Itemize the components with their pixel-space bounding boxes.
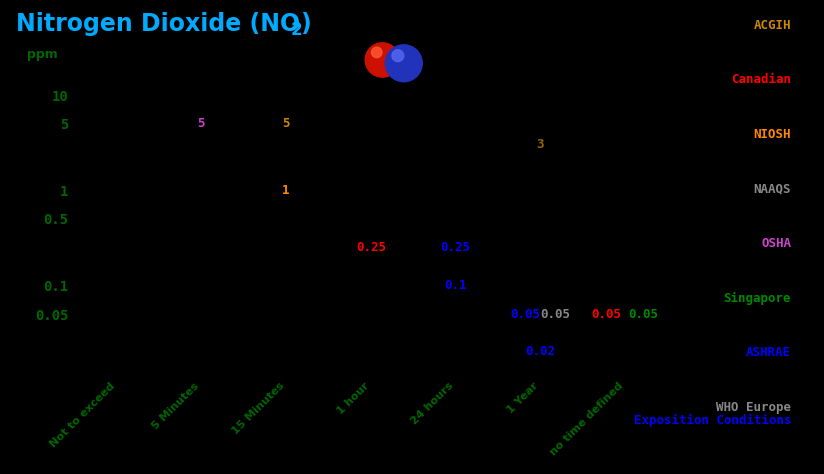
Text: 5: 5 xyxy=(283,118,290,130)
Text: 5 Minutes: 5 Minutes xyxy=(151,381,201,431)
Circle shape xyxy=(365,43,400,77)
Text: NAAQS: NAAQS xyxy=(753,182,791,195)
Text: 0.25: 0.25 xyxy=(356,241,386,254)
Text: ACGIH: ACGIH xyxy=(753,19,791,32)
Text: 1 hour: 1 hour xyxy=(335,381,371,417)
Text: 0.1: 0.1 xyxy=(444,279,467,292)
Circle shape xyxy=(392,50,404,62)
Text: Singapore: Singapore xyxy=(723,292,791,305)
Text: Nitrogen Dioxide (NO: Nitrogen Dioxide (NO xyxy=(16,12,301,36)
Circle shape xyxy=(372,47,382,58)
Text: ppm: ppm xyxy=(26,48,58,61)
Text: 1 Year: 1 Year xyxy=(506,381,541,416)
Text: 0.05: 0.05 xyxy=(629,308,658,320)
Text: 5: 5 xyxy=(198,118,205,130)
Text: WHO Europe: WHO Europe xyxy=(716,401,791,413)
Text: 24 hours: 24 hours xyxy=(410,381,456,427)
Text: Canadian: Canadian xyxy=(731,73,791,86)
Text: Not to exceed: Not to exceed xyxy=(48,381,116,449)
Text: ): ) xyxy=(300,12,311,36)
Text: 3: 3 xyxy=(536,138,544,152)
Circle shape xyxy=(386,45,422,82)
Text: 0.25: 0.25 xyxy=(441,241,471,254)
Text: no time defined: no time defined xyxy=(548,381,625,457)
Text: NIOSH: NIOSH xyxy=(753,128,791,141)
Text: 0.05: 0.05 xyxy=(541,308,570,320)
Text: OSHA: OSHA xyxy=(761,237,791,250)
Text: 15 Minutes: 15 Minutes xyxy=(230,381,286,437)
Text: 0.02: 0.02 xyxy=(526,346,555,358)
Text: ASHRAE: ASHRAE xyxy=(746,346,791,359)
Text: 1: 1 xyxy=(283,184,290,197)
Text: 0.05: 0.05 xyxy=(510,308,540,320)
Text: 0.05: 0.05 xyxy=(592,308,621,320)
Text: 2: 2 xyxy=(291,21,302,39)
Text: Exposition Conditions: Exposition Conditions xyxy=(634,413,791,427)
